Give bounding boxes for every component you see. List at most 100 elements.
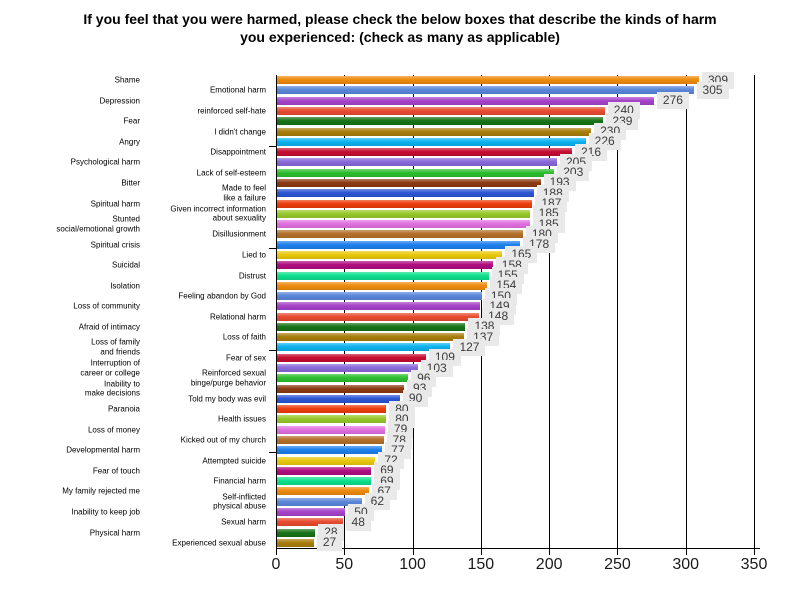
bar	[277, 343, 451, 352]
category-label: Reinforced sexual binge/purge behavior	[190, 368, 266, 388]
x-tick-label: 0	[271, 556, 281, 573]
bar	[277, 281, 488, 290]
category-label: Given incorrect information about sexual…	[170, 204, 266, 223]
x-axis-tick	[480, 548, 482, 555]
category-label: Stunted social/emotional growth	[56, 214, 140, 234]
bar	[277, 446, 383, 455]
category-label: Told my body was evil	[188, 394, 266, 404]
x-tick-label: 250	[604, 556, 631, 573]
bar	[277, 106, 605, 115]
y-axis-tick	[269, 350, 276, 351]
bar	[277, 137, 586, 146]
bar	[277, 117, 604, 126]
x-axis-tick	[685, 548, 687, 555]
bar	[277, 394, 400, 403]
x-axis-tick	[754, 548, 755, 555]
bar	[277, 127, 592, 136]
category-label: Depression	[99, 95, 140, 105]
x-tick-label: 300	[672, 556, 700, 573]
bar	[277, 425, 385, 434]
x-axis-tick	[549, 548, 551, 555]
y-axis-tick	[269, 146, 276, 147]
category-label: Spiritual harm	[90, 198, 140, 208]
y-axis-tick	[269, 248, 276, 249]
bar	[277, 76, 699, 85]
bar	[277, 96, 654, 105]
category-label: Developmental harm	[66, 445, 140, 455]
gridline	[549, 75, 551, 548]
category-label: Self-inflicted physical abuse	[213, 492, 266, 511]
gridline	[480, 75, 482, 548]
category-label: Feeling abandon by God	[178, 291, 266, 301]
category-label: Interruption of career or college	[80, 358, 140, 378]
category-label: Disappointment	[210, 147, 266, 157]
category-label: Afraid of intimacy	[78, 322, 140, 332]
bar	[277, 261, 493, 270]
bar	[277, 518, 343, 527]
category-label: Emotional harm	[209, 85, 266, 95]
category-label: Distrust	[238, 270, 266, 280]
category-label: Sexual harm	[221, 517, 266, 527]
category-label: Fear of touch	[92, 466, 140, 476]
bar	[277, 220, 530, 229]
bar	[277, 466, 372, 475]
bar	[277, 158, 557, 167]
x-tick-label: 350	[740, 556, 768, 573]
bar	[277, 415, 387, 424]
bar	[277, 497, 362, 506]
category-label: Lack of self-esteem	[196, 167, 266, 177]
bar	[277, 538, 314, 547]
bar-value-label: 276	[656, 92, 689, 110]
category-label: Inability to keep job	[71, 507, 141, 517]
gridline	[754, 75, 755, 548]
category-label: Made to feel like a failure	[221, 183, 266, 203]
y-axis-line	[276, 75, 277, 548]
category-label: Paranoia	[107, 404, 140, 414]
chart-title-line2: you experienced: (check as many as appli…	[240, 29, 560, 45]
bar	[277, 487, 369, 496]
bar-value-label: 27	[316, 534, 343, 552]
category-label: Angry	[119, 137, 140, 147]
category-label: Bitter	[121, 178, 140, 188]
category-label: My family rejected me	[62, 486, 140, 496]
bar	[277, 384, 404, 393]
category-label: Loss of money	[87, 425, 140, 434]
gridline	[412, 75, 414, 548]
x-axis-tick	[412, 548, 414, 555]
bar	[277, 292, 482, 301]
bar-value-label: 48	[345, 513, 371, 531]
x-axis-tick	[617, 548, 619, 555]
chart-title: If you feel that you were harmed, please…	[0, 10, 800, 46]
category-label: Suicidal	[111, 260, 140, 270]
category-label: Financial harm	[213, 476, 266, 486]
category-label: Fear	[123, 116, 140, 126]
category-label: Inability to make decisions	[84, 379, 140, 398]
x-axis-tick	[344, 548, 346, 555]
x-tick-label: 200	[535, 556, 563, 573]
x-tick-label: 150	[467, 556, 495, 573]
category-label: Physical harm	[89, 527, 140, 537]
bar	[277, 456, 376, 465]
bar	[277, 374, 409, 383]
bar	[277, 333, 465, 342]
bar	[277, 353, 426, 362]
bar	[277, 322, 466, 331]
bar	[277, 312, 480, 321]
bar	[277, 86, 694, 95]
category-label: Health issues	[217, 414, 266, 424]
x-tick-label: 100	[399, 556, 426, 573]
category-label: reinforced self-hate	[197, 106, 266, 116]
category-label: Loss of community	[73, 301, 140, 311]
category-label: Psychological harm	[70, 157, 140, 167]
x-axis-line	[276, 548, 760, 549]
bar	[277, 189, 534, 198]
category-label: Lied to	[241, 250, 266, 260]
gridline	[685, 75, 687, 548]
gridline	[344, 75, 346, 548]
bar	[277, 230, 523, 239]
category-label: Spiritual crisis	[90, 239, 140, 249]
bar	[277, 302, 481, 311]
bar	[277, 364, 418, 373]
category-label: I didn't change	[214, 126, 266, 136]
